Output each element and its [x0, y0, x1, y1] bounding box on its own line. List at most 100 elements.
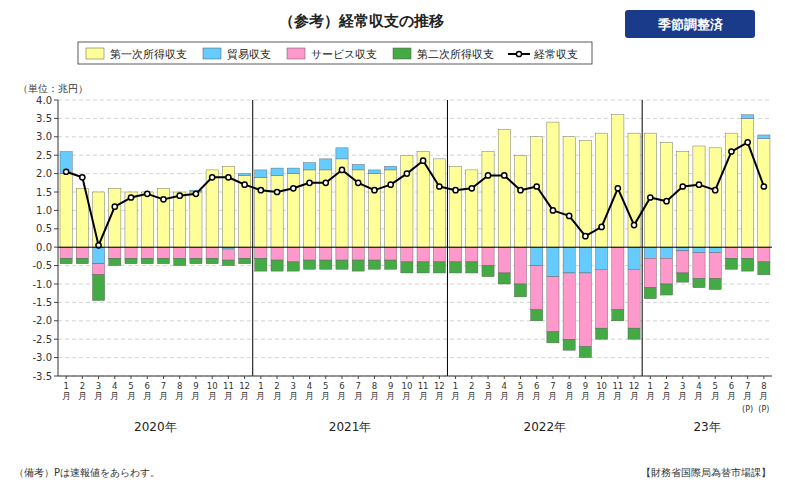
tick-label-line: 6 [339, 381, 344, 391]
tick-label-line: 月 [224, 391, 233, 401]
tick-mark [54, 210, 58, 211]
bar [693, 253, 705, 279]
bar [141, 247, 153, 258]
bar [320, 260, 332, 269]
title: （参考）経常収支の推移 [279, 12, 444, 30]
tick-label: -2.0 [32, 315, 52, 326]
bar [563, 339, 575, 350]
bar [385, 166, 397, 170]
tick-label: 6月 [532, 381, 541, 401]
legend-label: 経常収支 [533, 48, 578, 61]
tick-label-line: 月 [78, 391, 87, 401]
bar [563, 247, 575, 273]
bar [174, 192, 186, 247]
tick-label-line: 7 [161, 381, 166, 391]
bar [125, 192, 137, 193]
line-marker [761, 184, 766, 189]
bar [368, 260, 380, 269]
bar [417, 262, 429, 273]
line-marker [583, 234, 588, 239]
tick-label: 10月 [596, 381, 607, 401]
tick-mark [520, 376, 521, 379]
legend-swatch [516, 51, 521, 56]
tick-label: 9月 [386, 381, 395, 401]
tick-mark [423, 376, 424, 379]
bar [644, 247, 656, 258]
bar-series [60, 247, 770, 346]
bar [596, 328, 608, 339]
tick-label: 12月 [239, 381, 250, 401]
tick-label: 5月 [516, 381, 525, 401]
grid-line [58, 136, 772, 137]
line-marker [421, 158, 426, 163]
line-marker [372, 188, 377, 193]
bar [401, 155, 413, 156]
tick-label: -3.5 [32, 371, 52, 382]
tick-label-line: 8 [177, 381, 182, 391]
line-marker [323, 180, 328, 185]
tick-label-line: 4 [307, 381, 312, 391]
year-label: 2021年 [329, 420, 372, 434]
tick-label-line: 3 [291, 381, 296, 391]
tick-label-line: 月 [743, 391, 752, 401]
tick-mark [682, 376, 683, 379]
bar [417, 247, 429, 262]
tick-label: 12月 [629, 381, 640, 401]
tick-label: 8月 [759, 381, 768, 401]
tick-label-line: 月 [127, 391, 136, 401]
tick-mark [747, 376, 748, 379]
tick-label: 3月 [678, 381, 687, 401]
bar [303, 247, 315, 260]
line-marker [210, 175, 215, 180]
tick-label-line: 11 [612, 381, 623, 391]
bar [255, 247, 267, 258]
tick-label-line: 月 [467, 391, 476, 401]
bar [644, 133, 656, 247]
bar [287, 168, 299, 174]
tick-label-line: 月 [581, 391, 590, 401]
tick-mark [390, 376, 391, 379]
bar [125, 247, 137, 258]
bar [660, 247, 672, 258]
tick-label-line: 月 [597, 391, 606, 401]
tick-label-line: 月 [354, 391, 363, 401]
tick-label-line: 9 [193, 381, 198, 391]
bar [709, 253, 721, 279]
bar [174, 258, 186, 265]
bar [157, 188, 169, 189]
line-marker [615, 186, 620, 191]
tick-mark [601, 376, 602, 379]
bar-series [60, 115, 770, 247]
line-marker [226, 175, 231, 180]
line-marker [664, 199, 669, 204]
bar [141, 192, 153, 247]
bar [660, 258, 672, 284]
tick-mark [54, 173, 58, 174]
bar [385, 247, 397, 260]
bar [385, 260, 397, 269]
tick-label-line: 5 [712, 381, 717, 391]
tick-label-line: 月 [662, 391, 671, 401]
tick-label-line: 月 [289, 391, 298, 401]
bar [644, 288, 656, 299]
legend-swatch [86, 48, 104, 59]
tick-mark [585, 376, 586, 379]
line-marker [177, 193, 182, 198]
tick-mark [54, 339, 58, 340]
bar [758, 139, 770, 248]
bar [725, 247, 737, 258]
tick-label-line: 12 [434, 381, 445, 391]
bar [498, 129, 510, 130]
tick-label: 3月 [94, 381, 103, 401]
tick-mark [634, 376, 635, 379]
tick-label-line: 月 [321, 391, 330, 401]
tick-mark [54, 100, 58, 101]
bar [449, 166, 461, 167]
bar [547, 332, 559, 343]
bar [693, 247, 705, 253]
tick-label-line: 月 [305, 391, 314, 401]
bar [92, 192, 104, 247]
bar [742, 258, 754, 271]
tick-label-line: 1 [258, 381, 263, 391]
legend-label: 第一次所得収支 [110, 48, 187, 61]
